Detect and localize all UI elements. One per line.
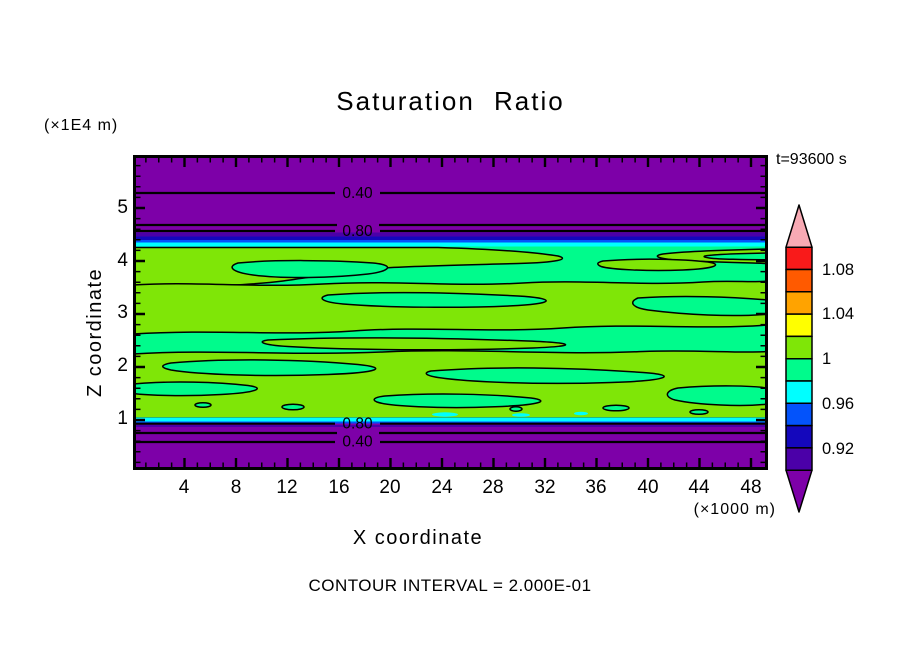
x-tick-label: 48	[740, 477, 762, 498]
x-axis-unit-label: (×1000 m)	[693, 501, 776, 518]
x-tick-label: 16	[328, 477, 350, 498]
colorbar-label: 0.96	[822, 395, 855, 413]
y-tick-label: 3	[117, 302, 128, 323]
colorbar-segment	[785, 447, 813, 471]
colorbar-label: 1.08	[822, 261, 855, 279]
saturation-field	[133, 246, 768, 419]
x-tick-label: 40	[637, 477, 659, 498]
colorbar-segment	[785, 380, 813, 405]
colorbar-segment	[785, 402, 813, 427]
y-axis-title: Z coordinate	[84, 267, 106, 397]
contour-lines	[133, 191, 768, 444]
contour-label-080-bottom: 0.80	[342, 416, 373, 433]
x-tick-label: 28	[482, 477, 504, 498]
colorbar-segment	[785, 313, 813, 338]
x-tick-label: 36	[585, 477, 607, 498]
x-tick-label: 8	[230, 477, 242, 498]
y-tick-label: 4	[117, 250, 128, 271]
contour-interval-note: CONTOUR INTERVAL = 2.000E-01	[308, 576, 592, 595]
contour-label-040-bottom: 0.40	[342, 434, 373, 451]
colorbar-arrow-up	[785, 204, 813, 248]
contour-line-labels: 0.40 0.80 0.80 0.40	[342, 185, 373, 451]
colorbar-label: 1.04	[822, 305, 855, 323]
colorbar	[785, 204, 813, 513]
x-tick-label: 24	[431, 477, 453, 498]
axis-ticks-major	[136, 158, 765, 467]
x-tick-label: 32	[534, 477, 556, 498]
axis-ticks-minor	[136, 158, 765, 467]
x-axis-title: X coordinate	[352, 527, 484, 549]
colorbar-segment	[785, 424, 813, 449]
colorbar-segment	[785, 357, 813, 382]
x-tick-label: 20	[379, 477, 401, 498]
y-tick-label: 5	[117, 197, 128, 218]
x-tick-label: 12	[276, 477, 298, 498]
colorbar-segment	[785, 291, 813, 315]
x-tick-label: 44	[688, 477, 710, 498]
y-axis-unit-label: (×1E4 m)	[44, 117, 119, 134]
colorbar-label: 1	[822, 350, 832, 368]
colorbar-segment	[785, 335, 813, 360]
transition-bands	[133, 232, 768, 427]
colorbar-segment	[785, 268, 813, 293]
x-tick-label: 4	[178, 477, 190, 498]
y-tick-label: 2	[117, 355, 128, 376]
contour-label-080-top: 0.80	[342, 223, 373, 240]
colorbar-label: 0.92	[822, 440, 855, 458]
page-title: Saturation Ratio	[336, 86, 565, 116]
contour-label-040-top: 0.40	[342, 185, 373, 202]
time-annotation: t=93600 s	[776, 151, 847, 168]
colorbar-arrow-down	[785, 469, 813, 513]
plot-border	[133, 155, 768, 470]
y-tick-label: 1	[117, 408, 128, 429]
contour-plot-area: 0.40 0.80 0.80 0.40	[133, 155, 768, 470]
colorbar-segment	[785, 246, 813, 271]
